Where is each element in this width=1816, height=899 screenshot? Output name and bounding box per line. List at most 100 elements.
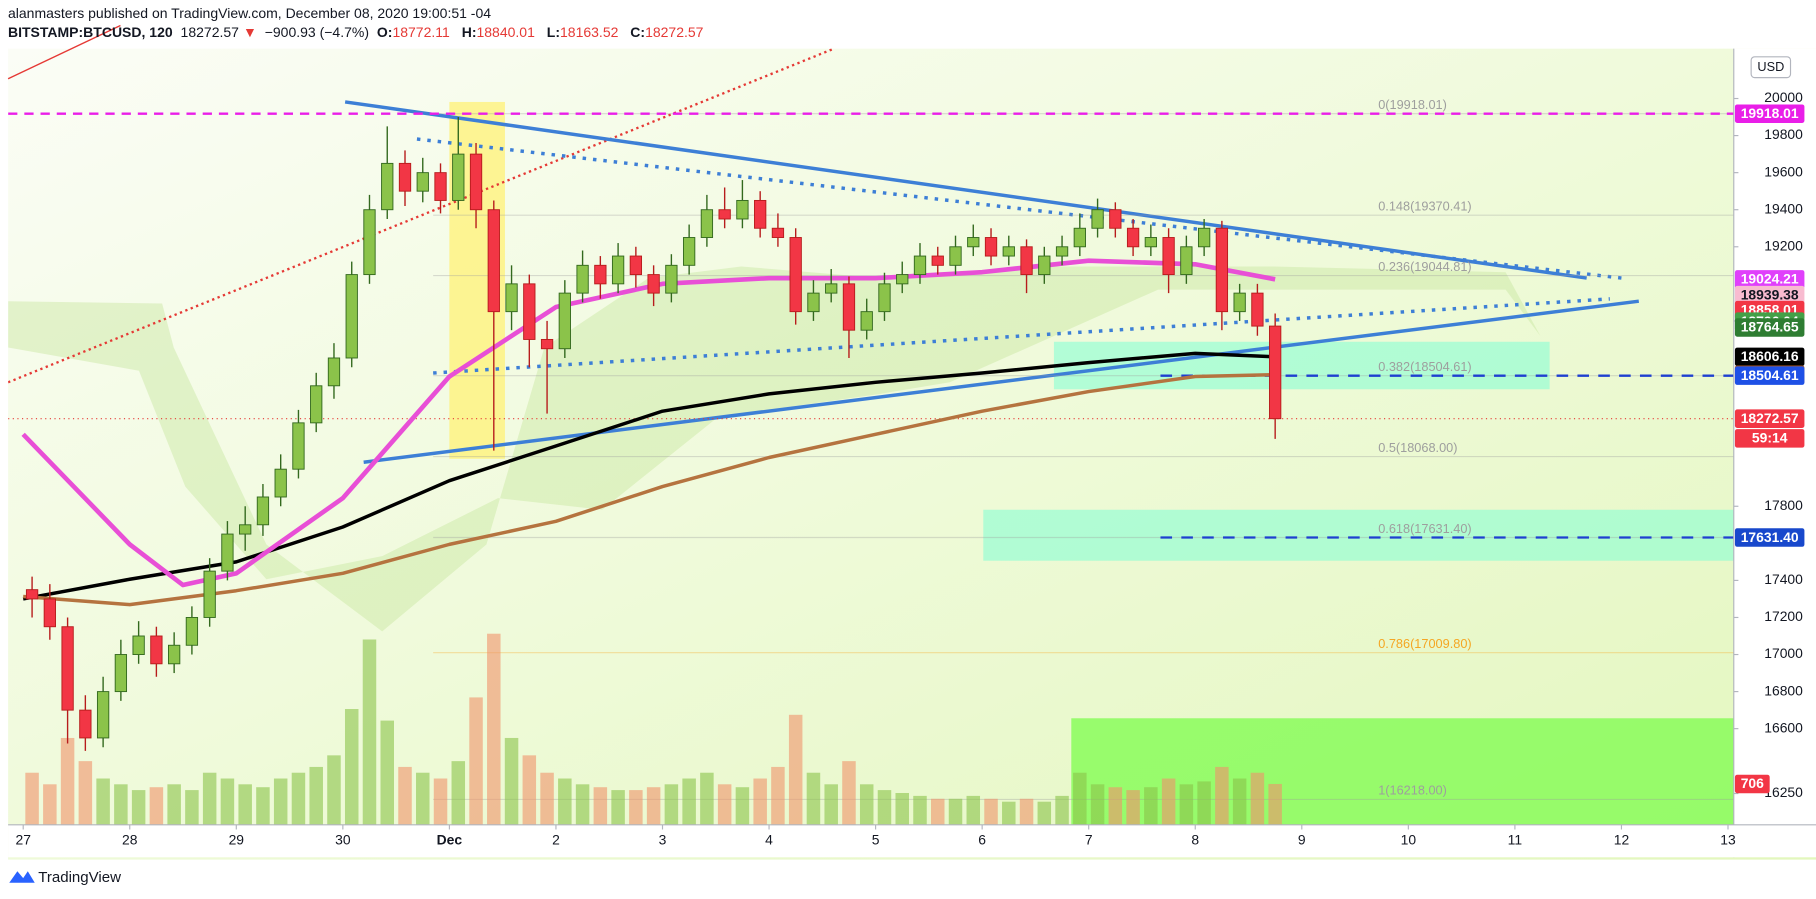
volume-bar xyxy=(931,798,945,825)
candle-body xyxy=(1038,255,1051,276)
y-tick-label: 16250 xyxy=(1764,784,1803,800)
volume-bar xyxy=(1197,781,1211,825)
candle-body xyxy=(949,246,962,266)
candle-body xyxy=(114,654,128,693)
candle-body xyxy=(718,209,731,220)
price-tag xyxy=(1734,347,1805,367)
volume-bar xyxy=(96,778,110,825)
y-tick-label: 19800 xyxy=(1764,126,1803,142)
header: alanmasters published on TradingView.com… xyxy=(8,4,711,42)
fib-label: 0.382(18504.61) xyxy=(1378,359,1471,374)
volume-bar xyxy=(60,737,75,825)
candle-body xyxy=(487,209,500,313)
candle-body xyxy=(1215,227,1229,313)
candle-body xyxy=(825,283,838,294)
volume-bar xyxy=(25,772,39,825)
candle-body xyxy=(754,199,767,229)
volume-bar xyxy=(362,639,377,825)
volume-bar xyxy=(167,784,181,825)
candle-body xyxy=(807,292,820,313)
candle-body xyxy=(647,274,660,294)
brand: TradingView xyxy=(38,869,121,886)
volume-bar xyxy=(984,798,998,825)
volume-bar xyxy=(806,772,821,825)
volume-bar xyxy=(753,778,767,825)
x-tick-label: 4 xyxy=(765,832,773,848)
candle-body xyxy=(168,644,181,665)
trend-line xyxy=(416,137,1622,280)
candle-body xyxy=(736,199,749,220)
trend-line xyxy=(7,24,121,80)
x-tick-label: 6 xyxy=(978,832,986,848)
fib-label: 0.236(19044.81) xyxy=(1378,259,1471,274)
time-axis xyxy=(8,824,1816,858)
last-price: 18272.57 xyxy=(180,24,239,40)
volume-bar xyxy=(1002,801,1016,825)
volume-bar xyxy=(451,761,466,825)
ohlc-label: C: xyxy=(630,24,646,40)
currency-button[interactable] xyxy=(1750,56,1792,79)
volume-bar xyxy=(700,772,714,825)
candle-body xyxy=(700,209,714,238)
candle-body xyxy=(345,274,358,359)
candle-body xyxy=(1269,325,1282,420)
y-tick-label: 17000 xyxy=(1764,645,1803,661)
y-tick-label: 19200 xyxy=(1764,237,1803,253)
x-tick-label: 5 xyxy=(872,832,880,848)
candle-body xyxy=(203,570,216,618)
trend-line xyxy=(8,48,835,384)
volume-bar xyxy=(717,784,732,825)
volume-bar xyxy=(842,761,856,825)
volume-tag xyxy=(1734,774,1770,794)
candle-body xyxy=(860,311,873,331)
price-tag-label: 19024.21 xyxy=(1741,271,1799,287)
volume-bar xyxy=(1108,787,1123,825)
close: 18272.57 xyxy=(645,24,704,40)
volume-bar xyxy=(149,787,164,825)
candle-body xyxy=(842,283,856,331)
volume-bar xyxy=(593,787,608,825)
low: 18163.52 xyxy=(560,24,619,40)
fib-label: 1(16218.00) xyxy=(1378,783,1447,798)
price-tag xyxy=(1734,285,1805,305)
volume-bar xyxy=(433,778,448,825)
candle-body xyxy=(292,422,305,470)
volume-bar xyxy=(1090,784,1105,825)
candle-body xyxy=(310,385,323,424)
volume-bar xyxy=(327,755,341,825)
volume-bar xyxy=(238,784,252,825)
volume-bar xyxy=(469,697,483,825)
candle-body xyxy=(629,255,643,276)
candle-body xyxy=(576,264,589,294)
volume-bar xyxy=(1126,790,1140,825)
price-tag-label: 18606.16 xyxy=(1741,348,1799,364)
candle-body xyxy=(61,626,74,711)
logo xyxy=(9,871,35,883)
volume-bar xyxy=(256,787,270,825)
currency: USD xyxy=(1757,59,1784,74)
fib-label: 0(19918.01) xyxy=(1378,97,1447,112)
support-zone xyxy=(983,509,1734,561)
candle-body xyxy=(931,255,944,266)
price-tag-label: 18272.57 xyxy=(1741,410,1799,426)
volume-bar xyxy=(131,790,146,825)
candle-body xyxy=(25,589,39,600)
drawings xyxy=(8,48,1734,825)
volume-bar xyxy=(220,778,235,825)
candle-body xyxy=(150,635,163,665)
x-tick-label: 27 xyxy=(15,832,31,848)
y-tick-label: 17400 xyxy=(1764,571,1803,587)
candle-body xyxy=(43,598,56,628)
moving-average xyxy=(22,351,1276,601)
candle-body xyxy=(1180,246,1193,276)
candle-body xyxy=(594,264,607,285)
volume-bar xyxy=(309,766,323,825)
x-tick-label: 9 xyxy=(1298,832,1306,848)
candle-body xyxy=(274,468,287,498)
volume-bar xyxy=(824,784,838,825)
volume-bar xyxy=(540,772,554,825)
candle-body xyxy=(1126,227,1140,248)
y-tick-label: 16800 xyxy=(1764,682,1803,698)
y-tick-label: 17800 xyxy=(1764,497,1803,513)
x-tick-label: 2 xyxy=(552,832,560,848)
